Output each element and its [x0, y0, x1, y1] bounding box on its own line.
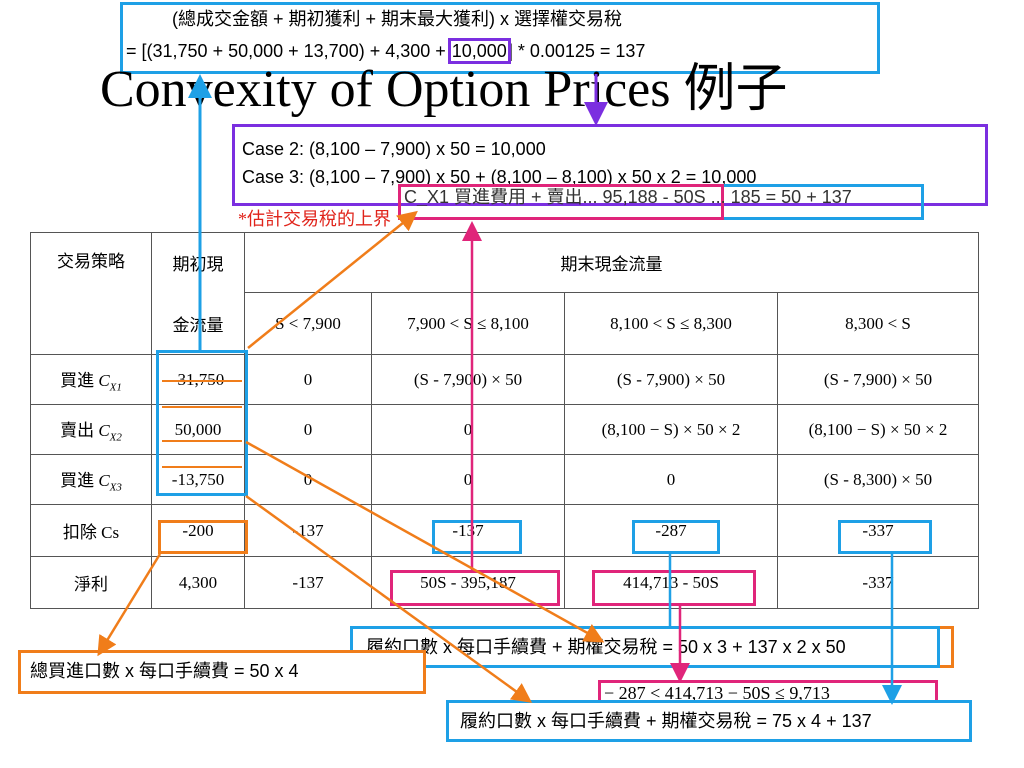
range-4: 8,300 < S [777, 292, 979, 355]
table-cell: 0 [244, 354, 372, 405]
low-annotation-text: 履約口數 x 每口手續費 + 期權交易稅 = 75 x 4 + 137 [460, 711, 872, 731]
table-cell: (S - 7,900) × 50 [564, 354, 778, 405]
overlap-label-frame-pink [398, 184, 724, 220]
mid-annotation-text: 履約口數 x 每口手續費 + 期權交易稅 = 50 x 3 + 137 x 2 … [366, 637, 846, 657]
header-initial-2: 金流量 [151, 292, 245, 355]
tax-formula-box [120, 2, 880, 74]
case-box [232, 124, 988, 206]
profit-cell-highlight-1 [390, 570, 560, 606]
row-label: 淨利 [30, 556, 152, 609]
case-3-line: Case 3: (8,100 – 7,900) x 50 + (8,100 – … [242, 167, 757, 187]
row-label: 賣出 CX2 [30, 404, 152, 455]
row-label: 買進 CX1 [30, 354, 152, 405]
profit-cell-highlight-2 [592, 570, 756, 606]
table-cell: 0 [244, 454, 372, 505]
table-cell: (S - 8,300) × 50 [777, 454, 979, 505]
tax-formula-line2-a: = [(31,750 + 50,000 + 13,700) + 4,300 + [126, 41, 451, 61]
inequality-text: − 287 < 414,713 − 50S ≤ 9,713 [604, 683, 830, 703]
initial-cash: -200 [151, 504, 245, 557]
table-cell: (S - 7,900) × 50 [371, 354, 565, 405]
tax-formula-line2: = [(31,750 + 50,000 + 13,700) + 4,300 + … [126, 38, 646, 64]
initial-cash: 4,300 [151, 556, 245, 609]
tax-formula-line2-b: ] * 0.00125 = 137 [507, 41, 646, 61]
tax-cell-highlight-3 [838, 520, 932, 554]
header-strategy: 交易策略 [30, 232, 152, 355]
initial-cash-underline-3 [162, 440, 242, 442]
table-cell: 0 [371, 454, 565, 505]
low-annotation-box [446, 700, 972, 742]
case-2-line: Case 2: (8,100 – 7,900) x 50 = 10,000 [242, 139, 546, 159]
header-initial-1: 期初現 [151, 232, 245, 293]
range-1: S < 7,900 [244, 292, 372, 355]
table-cell: (8,100 − S) × 50 × 2 [777, 404, 979, 455]
overlap-label-text: C_X1 買進費用 + 賣出... 95,188 - 50S ... 185 =… [404, 188, 852, 206]
upper-bound-note: *估計交易稅的上界 [238, 209, 391, 229]
tax-cell-highlight-2 [632, 520, 720, 554]
initial-cash-underline-4 [162, 466, 242, 468]
initial-cash-highlight [156, 350, 248, 496]
range-2: 7,900 < S ≤ 8,100 [371, 292, 565, 355]
range-3: 8,100 < S ≤ 8,300 [564, 292, 778, 355]
row-label: 扣除 Cs [30, 504, 152, 557]
tax-formula-line1: (總成交金額 + 期初獲利 + 期末最大獲利) x 選擇權交易稅 [172, 9, 623, 29]
table-cell: (S - 7,900) × 50 [777, 354, 979, 405]
table-cell: 0 [371, 404, 565, 455]
fee-cell-highlight [158, 520, 248, 554]
fee-annotation-text: 總買進口數 x 每口手續費 = 50 x 4 [30, 661, 299, 681]
row-label: 買進 CX3 [30, 454, 152, 505]
initial-cash: -31,750 [151, 354, 245, 405]
table-cell: -337 [777, 556, 979, 609]
header-final: 期末現金流量 [244, 232, 979, 293]
slide-title: Convexity of Option Prices 例子 [100, 61, 788, 118]
table-cell: 0 [564, 454, 778, 505]
tax-formula-highlight: 10,000 [447, 38, 511, 64]
table-row: 買進 CX1 -31,750 0 (S - 7,900) × 50 (S - 7… [30, 354, 979, 405]
table-cell: -137 [244, 504, 372, 557]
initial-cash: 50,000 [151, 404, 245, 455]
initial-cash-underline-2 [162, 406, 242, 408]
initial-cash-underline-1 [162, 380, 242, 382]
table-cell: 0 [244, 404, 372, 455]
table-cell: -137 [244, 556, 372, 609]
tax-cell-highlight-1 [432, 520, 522, 554]
table-cell: (8,100 − S) × 50 × 2 [564, 404, 778, 455]
